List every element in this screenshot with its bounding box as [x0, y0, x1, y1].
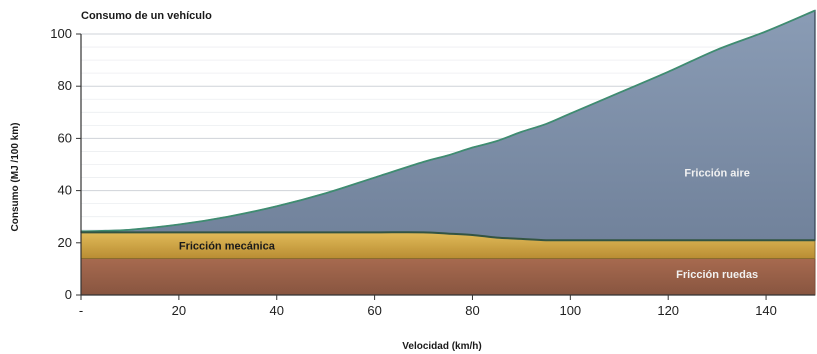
- x-tick-label: 80: [465, 303, 479, 318]
- y-tick-label: 20: [58, 235, 72, 250]
- series-line-friccion-mecanica: [80, 231, 815, 242]
- x-tick-label: 140: [755, 303, 777, 318]
- series-line-friccion-aire: [80, 9, 816, 233]
- area-layers: [80, 9, 816, 296]
- y-tick-label: 60: [58, 130, 72, 145]
- x-axis-label: Velocidad (km/h): [402, 341, 481, 352]
- annotation-friccion-mecanica: Fricción mecánica: [179, 240, 276, 252]
- tick-labels: 0 20 40 60 80 100 - 20 40 60 80 100 120 140: [50, 26, 777, 318]
- y-axis-label: Consumo (MJ /100 km): [10, 123, 21, 232]
- chart-title: Consumo de un vehículo: [81, 10, 212, 22]
- y-tick-label: 0: [65, 287, 72, 302]
- x-tick-label: 60: [367, 303, 381, 318]
- y-tick-label: 80: [58, 78, 72, 93]
- annotation-friccion-ruedas: Fricción ruedas: [676, 269, 758, 281]
- annotation-friccion-aire: Fricción aire: [684, 167, 749, 179]
- x-tick-label: 40: [269, 303, 283, 318]
- y-tick-label: 40: [58, 183, 72, 198]
- x-tick-label: 120: [657, 303, 679, 318]
- x-tick-label: 20: [172, 303, 186, 318]
- axes: [76, 33, 815, 300]
- annotations: Fricción aire Fricción mecánica Fricción r…: [179, 167, 758, 281]
- x-tick-label: -: [79, 303, 83, 318]
- x-tick-label: 100: [559, 303, 581, 318]
- y-tick-label: 100: [50, 26, 72, 41]
